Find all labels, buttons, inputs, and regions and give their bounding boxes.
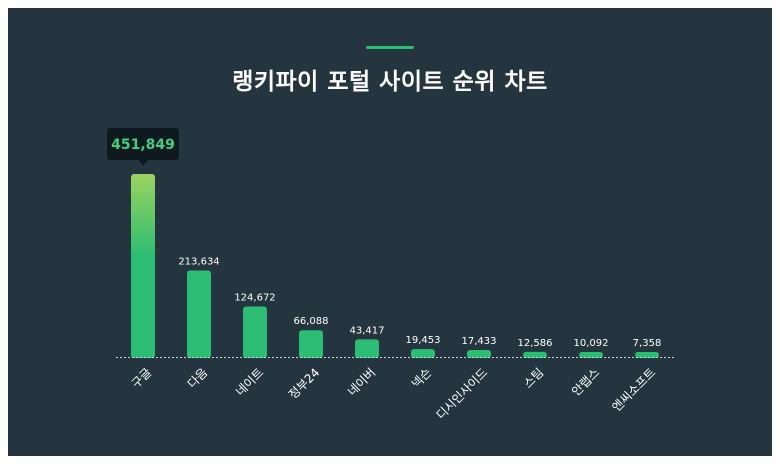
bar-2[interactable] [243,306,267,358]
bar-value-label-3: 66,088 [294,316,329,327]
tooltip-pointer [138,160,148,166]
category-label-5: 넥슨 [409,365,435,391]
bar-6[interactable] [467,349,491,358]
bar-value-label-1: 213,634 [178,256,219,267]
bar-4[interactable] [355,339,379,358]
category-label-2: 네이트 [233,365,266,398]
category-label-3: 정부24 [286,365,322,401]
bar-value-label-5: 19,453 [406,335,441,346]
category-label-6: 디시인사이드 [434,365,491,422]
chart-title: 랭키파이 포털 사이트 순위 차트 [232,69,548,95]
bar-value-label-6: 17,433 [462,336,497,347]
category-label-1: 다음 [185,365,211,391]
bar-3[interactable] [299,330,323,358]
category-label-8: 안랩스 [569,365,602,398]
tooltip-value: 451,849 [111,137,175,153]
tooltip-box [107,128,179,160]
bar-value-label-2: 124,672 [234,293,275,304]
category-label-0: 구글 [129,365,155,391]
bar-value-label-4: 43,417 [350,325,385,336]
bar-9[interactable] [635,352,659,358]
bar-0[interactable] [131,174,155,358]
bar-7[interactable] [523,351,547,358]
bar-value-label-9: 7,358 [633,338,662,349]
bar-value-label-8: 10,092 [574,338,609,349]
bar-8[interactable] [579,352,603,358]
bar-value-label-7: 12,586 [518,338,553,349]
category-label-9: 엔씨소프트 [609,365,658,414]
title-accent-bar [366,46,414,49]
category-label-7: 스팀 [521,365,547,391]
bar-5[interactable] [411,349,435,358]
category-label-4: 네이버 [345,365,378,398]
bar-1[interactable] [187,270,211,358]
